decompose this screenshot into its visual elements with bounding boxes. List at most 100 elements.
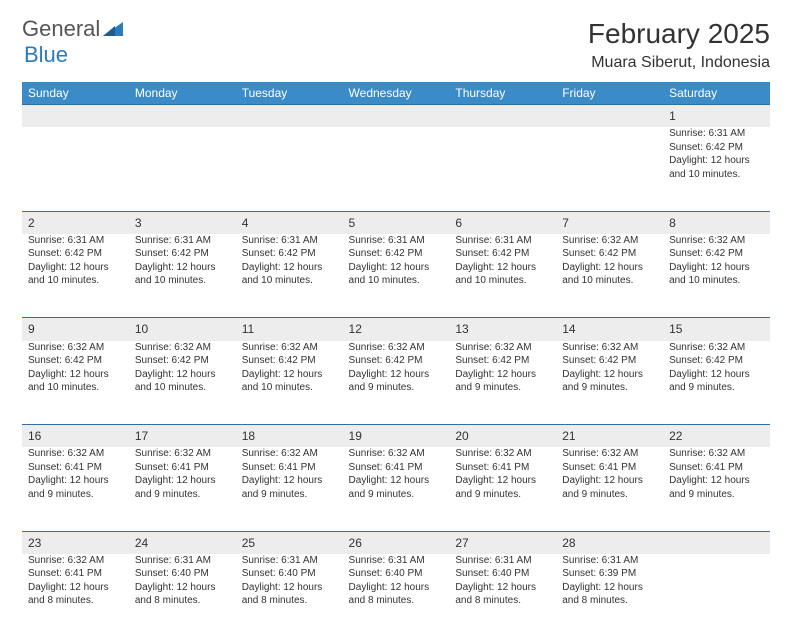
day-cell: Sunrise: 6:32 AMSunset: 6:42 PMDaylight:…	[449, 341, 556, 425]
sunset-text: Sunset: 6:40 PM	[349, 567, 444, 581]
sunrise-text: Sunrise: 6:32 AM	[669, 447, 764, 461]
day-detail-row: Sunrise: 6:32 AMSunset: 6:42 PMDaylight:…	[22, 341, 770, 425]
location: Muara Siberut, Indonesia	[588, 54, 770, 72]
weekday-header: Tuesday	[236, 82, 343, 105]
day-number: 3	[129, 211, 236, 234]
daylight2-text: and 8 minutes.	[28, 594, 123, 608]
day-cell: Sunrise: 6:32 AMSunset: 6:42 PMDaylight:…	[236, 341, 343, 425]
day-number	[663, 531, 770, 554]
sunrise-text: Sunrise: 6:32 AM	[242, 447, 337, 461]
day-cell	[556, 127, 663, 211]
day-cell: Sunrise: 6:32 AMSunset: 6:42 PMDaylight:…	[343, 341, 450, 425]
daylight2-text: and 9 minutes.	[455, 488, 550, 502]
brand-triangle-icon	[103, 18, 123, 40]
sunset-text: Sunset: 6:41 PM	[28, 567, 123, 581]
sunrise-text: Sunrise: 6:32 AM	[28, 341, 123, 355]
daylight2-text: and 9 minutes.	[562, 488, 657, 502]
sunrise-text: Sunrise: 6:31 AM	[135, 234, 230, 248]
weekday-header: Thursday	[449, 82, 556, 105]
day-number-row: 16171819202122	[22, 425, 770, 448]
sunrise-text: Sunrise: 6:31 AM	[242, 554, 337, 568]
daylight1-text: Daylight: 12 hours	[135, 261, 230, 275]
day-number: 5	[343, 211, 450, 234]
daylight1-text: Daylight: 12 hours	[455, 368, 550, 382]
sunset-text: Sunset: 6:39 PM	[562, 567, 657, 581]
daylight1-text: Daylight: 12 hours	[669, 474, 764, 488]
sunset-text: Sunset: 6:42 PM	[669, 354, 764, 368]
daylight1-text: Daylight: 12 hours	[562, 474, 657, 488]
sunrise-text: Sunrise: 6:32 AM	[562, 447, 657, 461]
day-cell: Sunrise: 6:31 AMSunset: 6:42 PMDaylight:…	[129, 234, 236, 318]
day-cell: Sunrise: 6:32 AMSunset: 6:41 PMDaylight:…	[22, 447, 129, 531]
day-cell	[663, 554, 770, 638]
sunset-text: Sunset: 6:42 PM	[242, 354, 337, 368]
day-number	[343, 105, 450, 128]
month-year: February 2025	[588, 18, 770, 50]
sunset-text: Sunset: 6:40 PM	[242, 567, 337, 581]
daylight2-text: and 9 minutes.	[455, 381, 550, 395]
sunset-text: Sunset: 6:42 PM	[669, 141, 764, 155]
sunrise-text: Sunrise: 6:32 AM	[28, 447, 123, 461]
weekday-header: Friday	[556, 82, 663, 105]
daylight2-text: and 9 minutes.	[28, 488, 123, 502]
sunset-text: Sunset: 6:42 PM	[669, 247, 764, 261]
day-number-row: 2345678	[22, 211, 770, 234]
day-number: 4	[236, 211, 343, 234]
daylight2-text: and 9 minutes.	[242, 488, 337, 502]
day-cell	[236, 127, 343, 211]
day-number: 23	[22, 531, 129, 554]
day-cell: Sunrise: 6:31 AMSunset: 6:42 PMDaylight:…	[343, 234, 450, 318]
daylight2-text: and 8 minutes.	[135, 594, 230, 608]
daylight2-text: and 9 minutes.	[669, 488, 764, 502]
daylight2-text: and 9 minutes.	[135, 488, 230, 502]
sunrise-text: Sunrise: 6:32 AM	[242, 341, 337, 355]
daylight1-text: Daylight: 12 hours	[242, 581, 337, 595]
sunrise-text: Sunrise: 6:32 AM	[562, 341, 657, 355]
sunrise-text: Sunrise: 6:31 AM	[455, 234, 550, 248]
day-number: 14	[556, 318, 663, 341]
sunrise-text: Sunrise: 6:31 AM	[242, 234, 337, 248]
sunrise-text: Sunrise: 6:31 AM	[349, 234, 444, 248]
day-number	[129, 105, 236, 128]
brand-text-2: Blue	[24, 42, 68, 68]
daylight2-text: and 8 minutes.	[242, 594, 337, 608]
day-number: 10	[129, 318, 236, 341]
day-number: 25	[236, 531, 343, 554]
day-number: 26	[343, 531, 450, 554]
day-cell: Sunrise: 6:32 AMSunset: 6:42 PMDaylight:…	[129, 341, 236, 425]
sunrise-text: Sunrise: 6:32 AM	[28, 554, 123, 568]
daylight2-text: and 10 minutes.	[669, 274, 764, 288]
daylight1-text: Daylight: 12 hours	[455, 581, 550, 595]
daylight2-text: and 10 minutes.	[562, 274, 657, 288]
daylight2-text: and 8 minutes.	[562, 594, 657, 608]
daylight1-text: Daylight: 12 hours	[669, 368, 764, 382]
sunrise-text: Sunrise: 6:31 AM	[455, 554, 550, 568]
sunset-text: Sunset: 6:42 PM	[562, 354, 657, 368]
daylight2-text: and 9 minutes.	[669, 381, 764, 395]
daylight2-text: and 10 minutes.	[242, 274, 337, 288]
daylight2-text: and 9 minutes.	[349, 381, 444, 395]
weekday-header: Saturday	[663, 82, 770, 105]
daylight1-text: Daylight: 12 hours	[28, 261, 123, 275]
daylight1-text: Daylight: 12 hours	[135, 581, 230, 595]
day-cell: Sunrise: 6:32 AMSunset: 6:41 PMDaylight:…	[556, 447, 663, 531]
sunrise-text: Sunrise: 6:31 AM	[669, 127, 764, 141]
daylight2-text: and 10 minutes.	[242, 381, 337, 395]
title-block: February 2025 Muara Siberut, Indonesia	[588, 18, 770, 72]
day-number: 1	[663, 105, 770, 128]
sunset-text: Sunset: 6:42 PM	[28, 247, 123, 261]
sunrise-text: Sunrise: 6:32 AM	[669, 341, 764, 355]
day-number: 27	[449, 531, 556, 554]
sunset-text: Sunset: 6:42 PM	[135, 247, 230, 261]
sunrise-text: Sunrise: 6:32 AM	[349, 341, 444, 355]
day-number: 2	[22, 211, 129, 234]
day-cell: Sunrise: 6:31 AMSunset: 6:42 PMDaylight:…	[236, 234, 343, 318]
weekday-header: Monday	[129, 82, 236, 105]
sunrise-text: Sunrise: 6:32 AM	[455, 447, 550, 461]
day-number: 22	[663, 425, 770, 448]
weekday-header: Sunday	[22, 82, 129, 105]
daylight1-text: Daylight: 12 hours	[135, 474, 230, 488]
daylight1-text: Daylight: 12 hours	[242, 368, 337, 382]
daylight1-text: Daylight: 12 hours	[349, 474, 444, 488]
day-cell: Sunrise: 6:31 AMSunset: 6:42 PMDaylight:…	[663, 127, 770, 211]
